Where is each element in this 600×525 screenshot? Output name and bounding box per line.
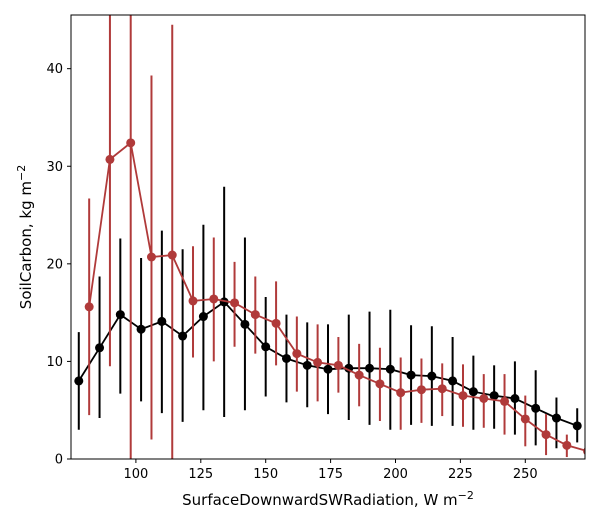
data-point: [375, 379, 385, 389]
data-point: [531, 403, 541, 413]
data-point: [427, 371, 437, 381]
data-point: [271, 318, 281, 328]
data-point: [302, 360, 312, 370]
x-axis-label-exponent: −2: [458, 489, 474, 502]
data-point: [385, 364, 395, 374]
data-point: [136, 324, 146, 334]
x-tick-label: 125: [188, 467, 213, 482]
data-point: [126, 138, 136, 148]
data-point: [562, 440, 572, 450]
plot-marks: [74, 15, 585, 459]
data-point: [365, 363, 375, 373]
data-point: [406, 370, 416, 380]
data-point: [437, 384, 447, 394]
y-axis-label-text: SoilCarbon, kg m: [17, 181, 35, 309]
data-point: [583, 447, 585, 455]
series-line: [88, 141, 585, 452]
data-point: [115, 310, 125, 320]
x-axis: 100 125 150 175 200 225 250: [123, 459, 538, 482]
data-point: [468, 387, 478, 397]
data-point: [520, 414, 530, 424]
data-point: [551, 413, 561, 423]
data-point: [313, 357, 323, 367]
data-point: [209, 294, 219, 304]
data-point: [572, 421, 582, 431]
data-point: [500, 396, 510, 406]
data-point: [354, 370, 364, 380]
x-tick-label: 250: [513, 467, 538, 482]
series-2: [84, 15, 585, 459]
x-axis-label: SurfaceDownwardSWRadiation, W m−2: [182, 489, 474, 509]
data-point: [510, 393, 520, 403]
data-point: [105, 154, 115, 164]
data-point: [416, 385, 426, 395]
data-point: [157, 316, 167, 326]
y-tick-label: 10: [46, 355, 63, 370]
x-tick-label: 200: [383, 467, 408, 482]
data-point: [458, 391, 468, 401]
y-tick-label: 20: [46, 257, 63, 272]
data-point: [261, 342, 271, 352]
data-point: [198, 312, 208, 322]
data-point: [333, 360, 343, 370]
plot-frame: [70, 14, 586, 460]
y-axis-label-exponent: −2: [15, 165, 28, 181]
data-point: [240, 319, 250, 329]
x-tick-label: 100: [123, 467, 148, 482]
y-tick-label: 30: [46, 160, 63, 175]
data-point: [396, 388, 406, 398]
y-axis-label: SoilCarbon, kg m−2: [15, 165, 35, 309]
data-point: [74, 376, 84, 386]
data-point: [84, 302, 94, 312]
data-point: [323, 364, 333, 374]
data-point: [281, 353, 291, 363]
y-axis: 0 10 20 30 40: [46, 62, 71, 468]
data-point: [95, 343, 105, 353]
y-tick-label: 0: [55, 453, 63, 468]
series-1: [74, 186, 582, 449]
data-point: [489, 391, 499, 401]
data-point: [448, 376, 458, 386]
x-tick-label: 225: [448, 467, 473, 482]
data-point: [541, 430, 551, 440]
data-point: [178, 331, 188, 341]
x-tick-label: 150: [253, 467, 278, 482]
data-point: [146, 252, 156, 262]
x-axis-label-text: SurfaceDownwardSWRadiation, W m: [182, 491, 458, 509]
data-point: [167, 250, 177, 260]
data-point: [188, 296, 198, 306]
data-point: [292, 349, 302, 359]
data-point: [230, 298, 240, 308]
data-point: [479, 393, 489, 403]
data-point: [250, 310, 260, 320]
y-tick-label: 40: [46, 62, 63, 77]
x-tick-label: 175: [318, 467, 343, 482]
